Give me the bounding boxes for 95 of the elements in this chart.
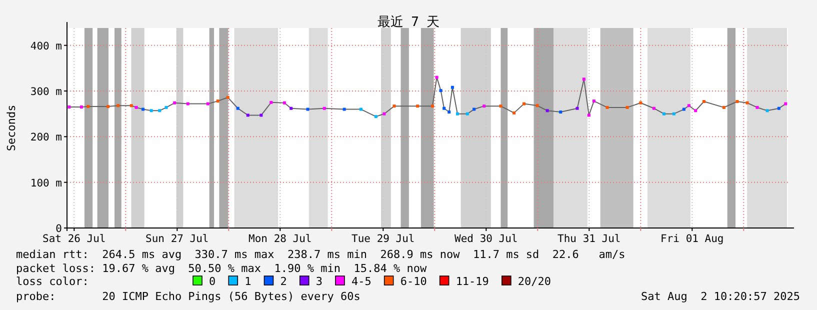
point [134, 106, 138, 109]
x-tick-label: Tue 29 Jul [352, 233, 415, 245]
point [576, 106, 579, 110]
x-tick-label: Fri 01 Aug [660, 233, 724, 245]
legend-label: 6-10 [400, 275, 427, 288]
point [606, 106, 609, 109]
legend-label: 1 [244, 275, 252, 288]
point [342, 108, 346, 111]
text: probe: 20 ICMP Echo Pings (56 Bytes) every 60s [16, 290, 360, 303]
x-tick-label: Sun 27 Jul [146, 233, 209, 245]
y-tick-label: 400 m [30, 40, 62, 52]
point [106, 105, 110, 108]
point [482, 104, 486, 108]
point [158, 109, 162, 112]
point [736, 100, 739, 104]
point [784, 102, 788, 106]
point [639, 101, 642, 104]
point [450, 86, 454, 89]
text: median rtt: 264.5 ms avg 330.7 ms max 238.7 ms min 268.9 ms now 11.7 ms sd 22.6 am/s [16, 248, 626, 261]
point [260, 114, 263, 117]
point [559, 110, 562, 114]
point [322, 106, 326, 110]
point [626, 106, 629, 109]
point [392, 104, 396, 108]
point [282, 101, 286, 104]
point [80, 105, 83, 108]
point [130, 104, 133, 108]
legend-label: 0 [209, 275, 216, 288]
point [702, 100, 706, 104]
x-tick-label: Sat 26 Jul [42, 233, 106, 245]
legend-label: 4-5 [351, 275, 372, 288]
y-tick-label: 100 m [30, 177, 62, 190]
point [359, 108, 362, 111]
point [546, 109, 549, 112]
point [186, 102, 190, 106]
x-tick-label: Wed 30 Jul [454, 233, 518, 245]
chart-title: 最近 7 天 [377, 15, 440, 30]
point [442, 106, 446, 110]
legend-label: 2 [280, 275, 287, 288]
point [416, 104, 420, 108]
text: Sat Aug 2 10:20:57 2025 [641, 290, 800, 303]
point [499, 104, 502, 108]
point [682, 108, 686, 111]
point [756, 106, 759, 109]
point [164, 106, 168, 109]
point [687, 104, 690, 108]
point [142, 108, 145, 111]
point [236, 106, 240, 110]
y-tick-label: 300 m [30, 86, 62, 98]
point [592, 100, 596, 103]
y-axis-title: Seconds [5, 104, 18, 152]
point [435, 76, 438, 79]
point [226, 96, 230, 99]
point [722, 106, 726, 109]
point [68, 105, 71, 108]
point [448, 110, 451, 114]
x-tick-label: Mon 28 Jul [248, 233, 312, 245]
line-series [68, 76, 786, 118]
point [777, 106, 780, 110]
point [382, 112, 386, 116]
legend-label: 11-19 [456, 275, 489, 288]
point [472, 108, 476, 111]
point [246, 114, 250, 117]
point [672, 112, 676, 116]
point [86, 105, 90, 108]
point [116, 104, 120, 108]
point [206, 102, 210, 106]
y-tick-label: 200 m [30, 132, 62, 144]
point [173, 101, 176, 104]
point [522, 102, 526, 106]
legend-title: loss color: [16, 275, 89, 288]
legend-label: 20/20 [518, 275, 552, 288]
x-tick-label: Thu 31 Jul [558, 233, 621, 245]
point [270, 100, 273, 104]
point [431, 104, 434, 108]
point [662, 112, 666, 116]
point [536, 104, 539, 108]
y-tick-label: 0 [56, 223, 62, 235]
point [694, 109, 698, 112]
point [587, 114, 590, 117]
point [466, 112, 469, 116]
point [290, 106, 293, 110]
point [582, 78, 586, 81]
point [456, 112, 459, 116]
point [150, 109, 153, 112]
text: packet loss: 19.67 % avg 50.50 % max 1.90 % min 15.84 % now [16, 262, 427, 275]
point [746, 101, 749, 104]
point [216, 100, 220, 103]
point [374, 115, 378, 118]
point [652, 106, 656, 110]
point [512, 111, 516, 114]
point [439, 89, 442, 92]
point [766, 109, 769, 112]
legend-label: 3 [316, 275, 322, 288]
point [306, 108, 310, 111]
